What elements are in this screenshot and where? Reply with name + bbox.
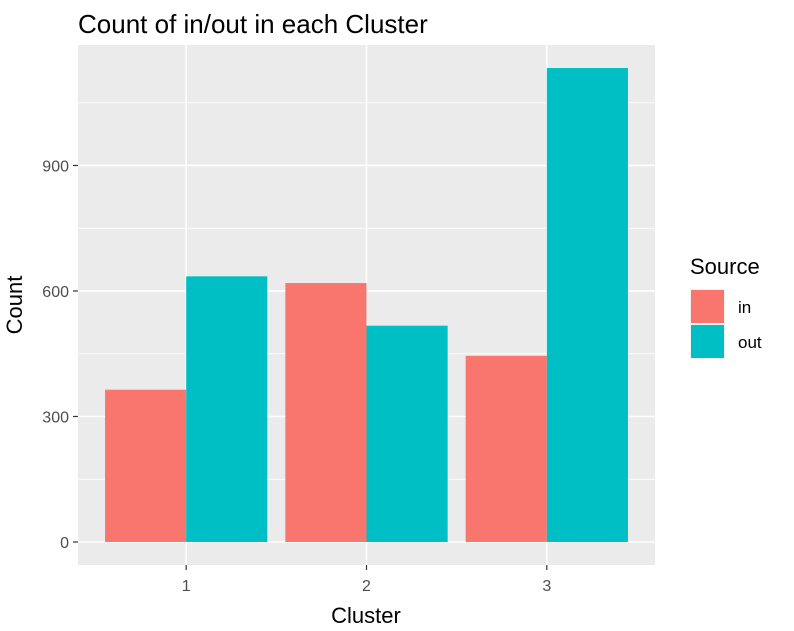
x-tick-label: 1 [182,578,191,595]
bar-out-cluster-3 [546,68,628,542]
y-tick-label: 300 [42,409,69,426]
chart-title: Count of in/out in each Cluster [78,9,428,39]
bars [105,68,628,542]
y-tick-label: 600 [42,284,69,301]
legend-swatch-in [691,290,724,323]
bar-in-cluster-3 [465,355,547,542]
x-axis-title: Cluster [331,603,401,628]
bar-out-cluster-1 [186,276,268,542]
bar-in-cluster-2 [285,283,367,542]
bar-in-cluster-1 [105,389,187,542]
legend-title: Source [690,254,760,279]
y-axis-title: Count [2,276,27,335]
x-tick-label: 2 [362,578,371,595]
bar-out-cluster-2 [366,325,448,542]
legend-label-in: in [738,298,751,317]
legend-swatch-out [691,325,724,358]
y-tick-label: 900 [42,158,69,175]
x-axis-ticks: 1 2 3 [182,565,551,595]
x-tick-label: 3 [542,578,551,595]
y-tick-label: 0 [60,535,69,552]
legend-label-out: out [738,333,762,352]
legend: Source in out [690,254,762,359]
y-axis-ticks: 0 300 600 900 [42,158,78,552]
